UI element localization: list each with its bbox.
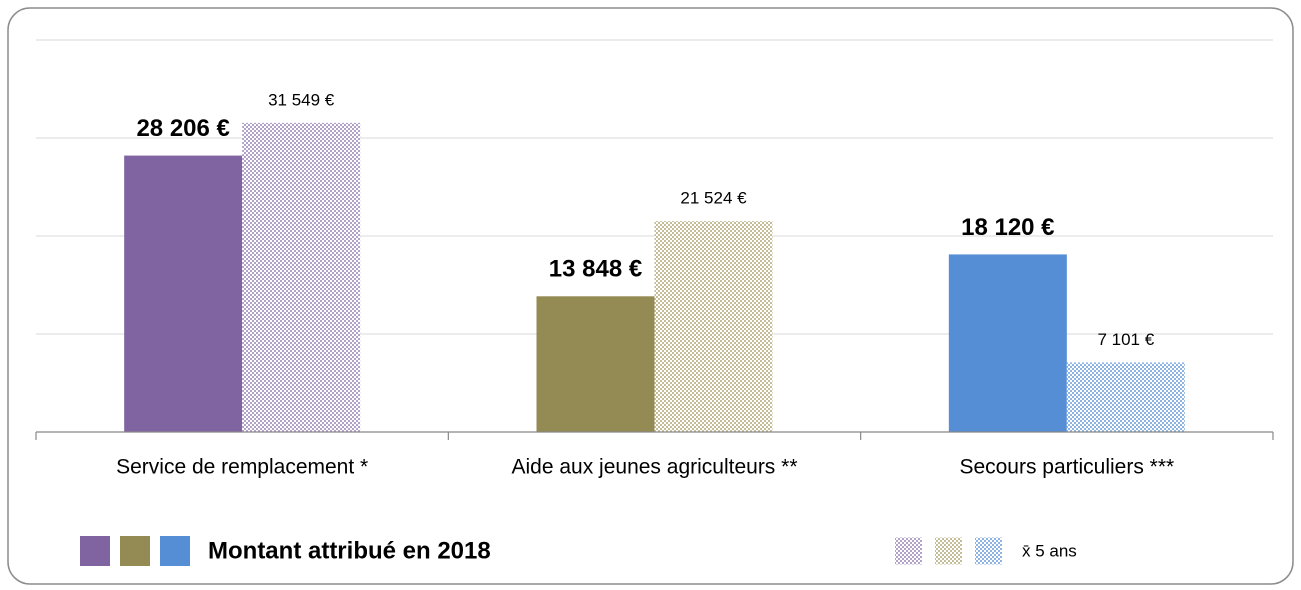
bar xyxy=(536,296,655,432)
legend-swatch xyxy=(975,537,1002,565)
data-label: 18 120 € xyxy=(961,214,1054,241)
legend-swatch xyxy=(120,536,150,566)
legend-swatch xyxy=(935,537,962,565)
data-label: 21 524 € xyxy=(680,189,747,208)
data-label: 13 848 € xyxy=(549,256,642,283)
x-tick-label: Service de remplacement * xyxy=(116,456,368,479)
data-label: 31 549 € xyxy=(268,90,335,109)
legend-label: Montant attribué en 2018 xyxy=(208,537,491,564)
legend-label: x̄ 5 ans xyxy=(1022,541,1077,560)
data-label: 28 206 € xyxy=(136,115,229,142)
legend-swatch xyxy=(160,536,190,566)
bar xyxy=(1066,362,1185,432)
bar xyxy=(948,254,1067,432)
x-tick-label: Aide aux jeunes agriculteurs ** xyxy=(511,456,797,479)
bar xyxy=(242,122,361,433)
bar xyxy=(654,221,773,432)
bar xyxy=(124,155,243,432)
legend-swatch xyxy=(895,537,922,565)
data-label: 7 101 € xyxy=(1097,330,1154,349)
x-tick-label: Secours particuliers *** xyxy=(959,456,1174,479)
legend-swatch xyxy=(80,536,110,566)
